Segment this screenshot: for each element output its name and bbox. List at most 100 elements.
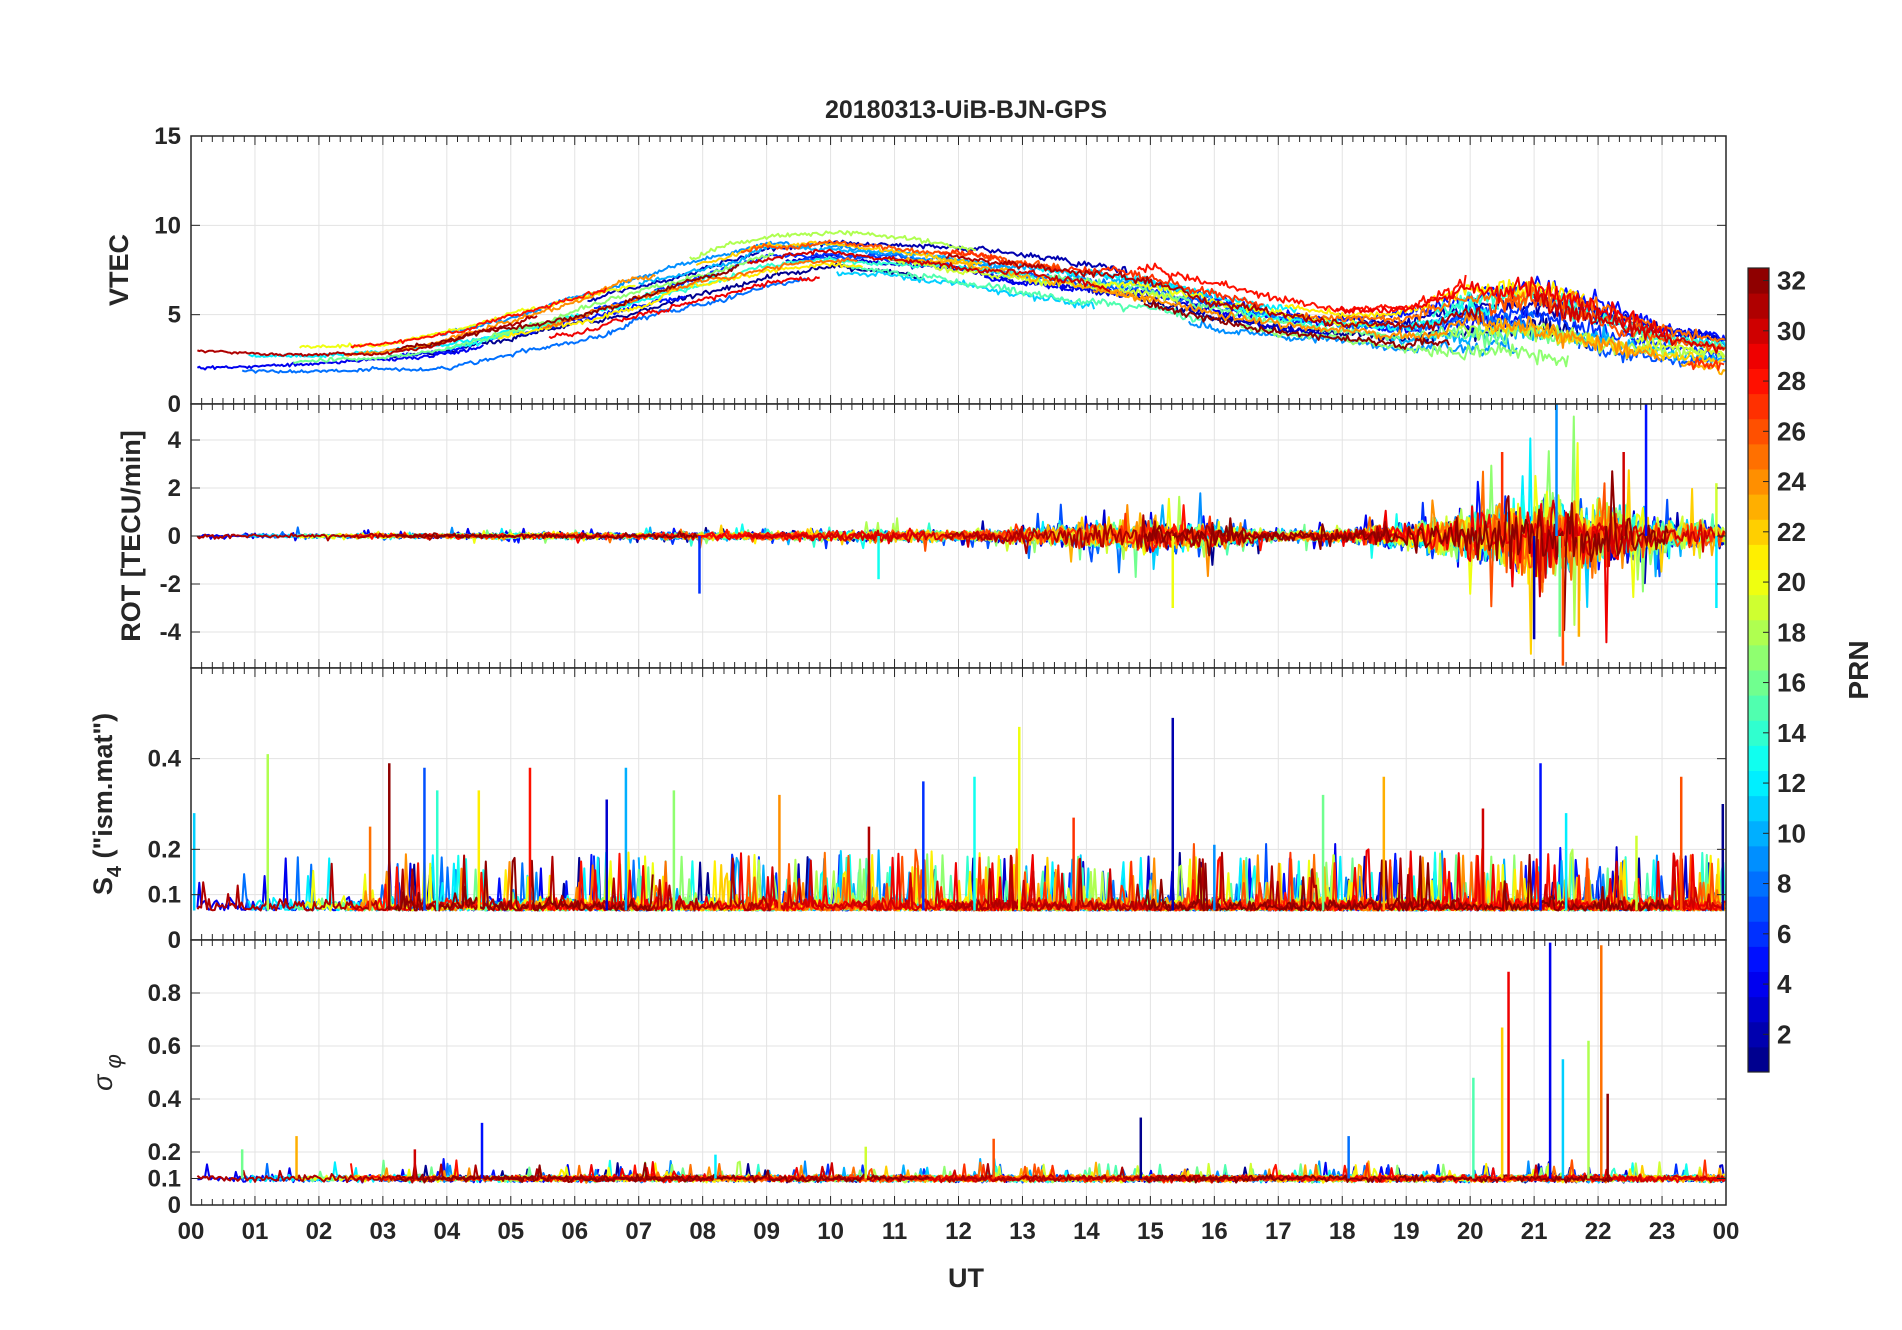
colorbar-tick-label: 24 (1777, 467, 1806, 497)
y-tick-label: 0.1 (148, 882, 181, 909)
x-tick-label: 02 (306, 1218, 333, 1245)
y-tick-label: 5 (168, 302, 181, 329)
y-axis-label: ROT [TECU/min] (116, 430, 146, 641)
series-prn-32 (395, 264, 740, 351)
x-tick-label: 11 (882, 1218, 907, 1245)
colorbar-swatch (1748, 971, 1769, 998)
colorbar-tick-label: 18 (1777, 617, 1806, 647)
colorbar-swatch (1748, 368, 1769, 395)
series-prn-27 (1687, 356, 1725, 371)
series-prn-26 (1488, 289, 1726, 352)
colorbar-tick-label: 22 (1777, 517, 1806, 547)
y-axis-label: VTEC (104, 234, 134, 306)
colorbar-tick-label: 30 (1777, 316, 1806, 346)
x-tick-label: 00 (1713, 1218, 1740, 1245)
colorbar-swatch (1748, 996, 1769, 1023)
series-prn-32 (1143, 299, 1451, 350)
series-prn-30 (1533, 292, 1725, 354)
x-tick-label: 08 (689, 1218, 716, 1245)
colorbar-swatch (1748, 469, 1769, 495)
series-prn-28 (350, 287, 608, 349)
x-tick-label: 13 (1009, 1218, 1036, 1245)
x-tick-label: 06 (561, 1218, 588, 1245)
colorbar-swatch (1748, 720, 1769, 746)
colorbar-swatch (1748, 820, 1769, 847)
x-tick-label: 10 (817, 1218, 844, 1245)
x-tick-label: 18 (1329, 1218, 1356, 1245)
y-tick-label: 15 (154, 123, 181, 150)
colorbar-frame (1747, 267, 1770, 1073)
series-prn-9 (440, 240, 1009, 337)
x-tick-label: 22 (1585, 1218, 1612, 1245)
x-tick-label: 19 (1393, 1218, 1420, 1245)
colorbar-swatch (1748, 393, 1769, 420)
series-prn-24 (1092, 287, 1662, 361)
x-tick-label: 05 (497, 1218, 524, 1245)
colorbar-tick-label: 2 (1777, 1019, 1791, 1049)
series-prn-32 (1143, 470, 1669, 632)
y-tick-label: 0.4 (148, 746, 182, 773)
panel-s4: 0 0.1 0.2 0.4 S4 ("ism.mat") (88, 667, 1727, 954)
colorbar-tick-label: 12 (1777, 768, 1806, 798)
x-tick-label: 15 (1137, 1218, 1164, 1245)
series-prn-29 (548, 276, 820, 339)
y-tick-label: 0.1 (148, 1166, 181, 1193)
colorbar-swatch (1748, 293, 1769, 319)
colorbar-tick-label: 26 (1777, 416, 1806, 446)
colorbar-swatch (1748, 544, 1769, 570)
colorbar-swatch (1748, 845, 1769, 872)
x-tick-label: 07 (625, 1218, 652, 1245)
colorbar-swatch (1748, 644, 1769, 671)
colorbar-swatch (1748, 519, 1769, 545)
series-prn-16 (293, 317, 572, 364)
colorbar-swatch (1748, 318, 1769, 344)
colorbar-swatch (1748, 871, 1769, 897)
x-axis-label: UT (948, 1263, 984, 1293)
x-tick-label: 16 (1201, 1218, 1228, 1245)
x-tick-label: 23 (1649, 1218, 1676, 1245)
series-prn-32 (1143, 1173, 1613, 1184)
y-axis-label: S4 ("ism.mat") (88, 713, 126, 895)
series-prn-23 (894, 257, 1155, 303)
series-group (192, 717, 1726, 912)
x-tick-label: 00 (178, 1218, 205, 1245)
x-tick-label: 20 (1457, 1218, 1484, 1245)
panel-rot: -4 -2 0 2 4 ROT [TECU/min] (116, 403, 1727, 669)
series-prn-18 (689, 229, 977, 261)
y-tick-label: 0 (168, 523, 181, 550)
y-tick-label: 2 (168, 475, 181, 502)
series-prn-28 (1136, 262, 1467, 313)
colorbar-swatch (1748, 443, 1769, 470)
series-prn-15 (842, 262, 1205, 323)
series-prn-26 (740, 239, 1061, 270)
colorbar-swatch (1748, 569, 1769, 596)
colorbar-swatch (1748, 670, 1769, 696)
y-tick-label: -2 (160, 571, 181, 598)
colorbar-tick-label: 8 (1777, 869, 1791, 899)
series-prn-9 (1187, 319, 1518, 357)
y-tick-label: 0 (168, 1192, 181, 1219)
series-prn-32 (1143, 853, 1673, 912)
y-tick-label: 0 (168, 391, 181, 418)
series-group (196, 229, 1726, 376)
x-tick-label: 17 (1265, 1218, 1292, 1245)
colorbar-swatch (1748, 1046, 1769, 1073)
colorbar-swatch (1748, 946, 1769, 972)
y-tick-label: 0.4 (148, 1086, 182, 1113)
y-tick-label: 0.8 (148, 980, 181, 1007)
y-tick-label: 0.2 (148, 1139, 181, 1166)
colorbar-tick-label: 14 (1777, 718, 1806, 748)
x-tick-label: 14 (1073, 1218, 1100, 1245)
colorbar-tick-label: 10 (1777, 818, 1806, 848)
colorbar-swatch (1748, 896, 1769, 922)
x-tick-label: 01 (242, 1218, 269, 1245)
colorbar-swatch (1748, 921, 1769, 947)
series-prn-29 (548, 527, 927, 545)
colorbar-label: PRN (1843, 640, 1874, 699)
y-tick-label: 0.6 (148, 1033, 181, 1060)
colorbar-swatch (1748, 619, 1769, 646)
y-tick-label: 4 (168, 427, 182, 454)
